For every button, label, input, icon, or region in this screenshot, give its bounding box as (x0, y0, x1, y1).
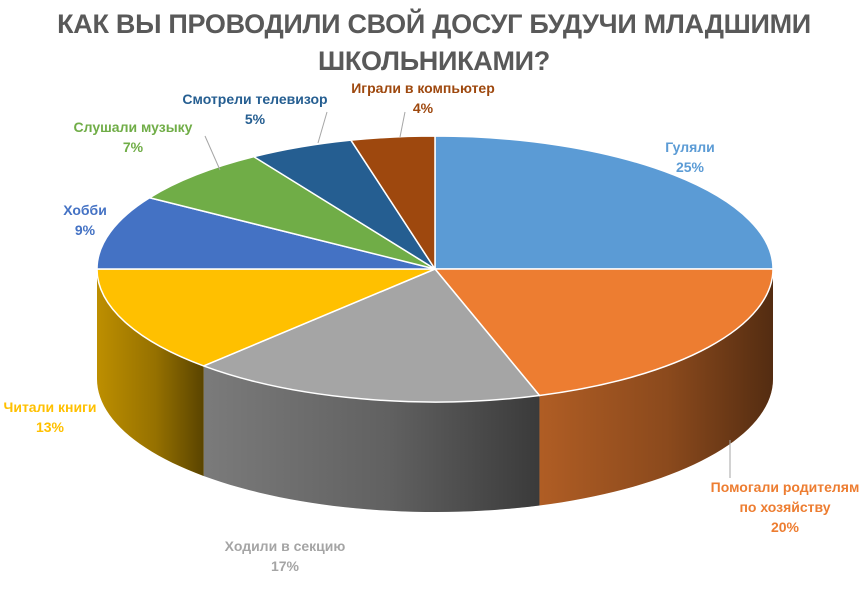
data-label-играли-в-компьютер: Играли в компьютер 4% (351, 80, 495, 116)
data-label-читали-книги: Читали книги 13% (4, 399, 97, 435)
data-label-слушали-музыку: Слушали музыку 7% (74, 119, 193, 155)
data-label-name: Играли в компьютер (351, 80, 495, 96)
data-label-name: по хозяйству (739, 499, 830, 515)
leader-line-слушали-музыку (204, 135, 221, 171)
data-label-value: 25% (676, 159, 705, 175)
chart-title-line-2: ШКОЛЬНИКАМИ? (318, 46, 550, 76)
data-label-гуляли: Гуляли 25% (665, 139, 715, 175)
pie-slices (96, 135, 774, 403)
leader-lines (204, 111, 731, 478)
leader-line-играли-в-компьютер (399, 111, 406, 138)
data-label-name: Помогали родителям (711, 479, 860, 495)
side-wall-shade-1 (539, 269, 773, 506)
slice-читали-книги (96, 268, 436, 367)
pie-side-walls (97, 269, 773, 512)
data-label-смотрели-телевизор: Смотрели телевизор 5% (182, 91, 327, 127)
data-label-name: Смотрели телевизор (182, 91, 327, 107)
data-labels: Гуляли 25% Помогали родителям по хозяйству 2… (4, 80, 860, 574)
data-label-value: 7% (123, 139, 144, 155)
data-label-name: Хобби (63, 202, 107, 218)
chart-title: КАК ВЫ ПРОВОДИЛИ СВОЙ ДОСУГ БУДУЧИ МЛАДШ… (0, 6, 868, 80)
data-label-name: Читали книги (4, 399, 97, 415)
slice-помогали-родителям-по-хозяйству (434, 268, 774, 397)
data-label-value: 13% (36, 419, 65, 435)
data-label-value: 4% (413, 100, 434, 116)
data-label-name: Ходили в секцию (225, 538, 346, 554)
data-label-name: Гуляли (665, 139, 715, 155)
data-label-value: 5% (245, 111, 266, 127)
data-label-name: Слушали музыку (74, 119, 193, 135)
slice-слушали-музыку (148, 155, 436, 270)
chart-title-line-1: КАК ВЫ ПРОВОДИЛИ СВОЙ ДОСУГ БУДУЧИ МЛАДШ… (57, 9, 811, 39)
slice-гуляли (434, 135, 774, 270)
slice-играли-в-компьютер (350, 135, 436, 270)
slice-хобби (96, 196, 436, 270)
leader-line-смотрели-телевизор (317, 111, 328, 144)
slice-ходили-в-секцию (202, 268, 541, 403)
data-label-value: 20% (771, 519, 800, 535)
data-label-value: 17% (271, 558, 300, 574)
data-label-помогали-родителям-по-хозяйству: Помогали родителям по хозяйству 20% (711, 479, 860, 535)
data-label-ходили-в-секцию: Ходили в секцию 17% (225, 538, 346, 574)
data-label-хобби: Хобби 9% (63, 202, 107, 238)
data-label-value: 9% (75, 222, 96, 238)
